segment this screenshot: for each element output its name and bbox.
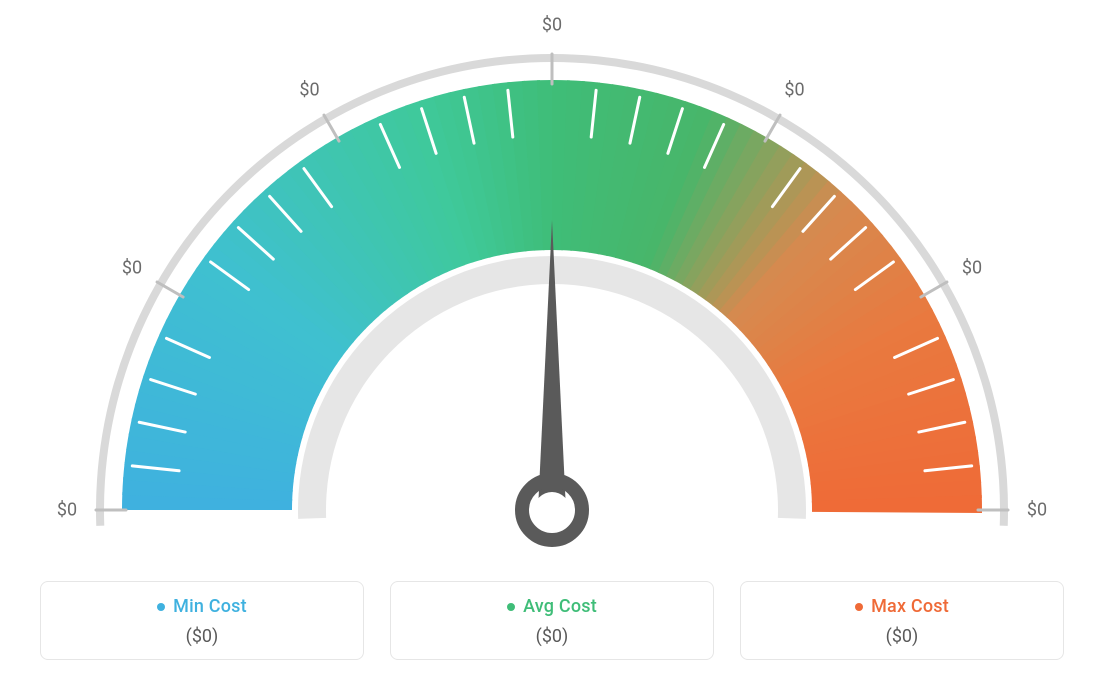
legend-dot-avg — [507, 603, 515, 611]
gauge-tick-label: $0 — [1027, 500, 1047, 521]
legend-title-min: Min Cost — [157, 598, 247, 616]
legend-card-min: Min Cost ($0) — [40, 581, 364, 660]
legend-value-min: ($0) — [51, 626, 353, 647]
gauge-tick-label: $0 — [784, 79, 804, 100]
gauge-tick-label: $0 — [962, 257, 982, 278]
gauge-tick-label: $0 — [122, 257, 142, 278]
legend-dot-min — [157, 603, 165, 611]
legend-title-avg: Avg Cost — [507, 598, 597, 616]
legend-row: Min Cost ($0) Avg Cost ($0) Max Cost ($0… — [40, 581, 1064, 660]
legend-card-max: Max Cost ($0) — [740, 581, 1064, 660]
gauge-tick-label: $0 — [57, 500, 77, 521]
gauge-wrapper: $0 $0 $0 $0 $0 $0 $0 — [32, 10, 1072, 570]
gauge-svg — [32, 10, 1072, 570]
legend-card-avg: Avg Cost ($0) — [390, 581, 714, 660]
legend-label-max: Max Cost — [871, 598, 949, 616]
gauge-tick-label: $0 — [542, 15, 562, 36]
legend-label-min: Min Cost — [173, 598, 247, 616]
legend-label-avg: Avg Cost — [523, 598, 597, 616]
legend-value-max: ($0) — [751, 626, 1053, 647]
legend-dot-max — [855, 603, 863, 611]
legend-title-max: Max Cost — [855, 598, 949, 616]
gauge-chart-container: $0 $0 $0 $0 $0 $0 $0 Min Cost ($0) Avg Cost ($… — [0, 0, 1104, 690]
legend-value-avg: ($0) — [401, 626, 703, 647]
gauge-tick-label: $0 — [299, 79, 319, 100]
